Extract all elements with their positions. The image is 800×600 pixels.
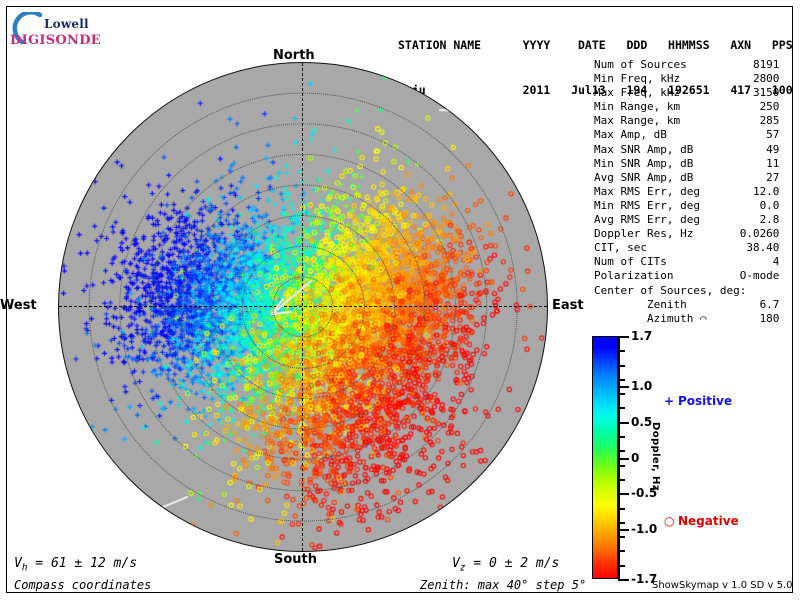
direction-label-north: North bbox=[273, 48, 315, 63]
vh-value: = 61 ± 12 m/s bbox=[27, 556, 138, 571]
version-label: ShowSkymap v 1.0 SD v 5.0 bbox=[652, 580, 793, 591]
colorbar-tick-label: -0.5 bbox=[631, 486, 658, 501]
colorbar: Doppler, Hz 1.7 1.0 0.5 0 -0.5 -1.0 -1.7 bbox=[592, 329, 661, 586]
circle-icon: ○ bbox=[664, 514, 675, 528]
colorbar-tick-label: -1.0 bbox=[631, 521, 658, 536]
info-row: Min RMS Err, deg 0.0 bbox=[594, 198, 780, 212]
info-row: Num of Sources 8191 bbox=[594, 58, 780, 71]
colorbar-tick-minor bbox=[618, 378, 625, 381]
info-row: Zenith 6.7 bbox=[594, 297, 780, 311]
legend-negative: ○ Negative bbox=[664, 514, 739, 528]
info-row: Max Freq, kHz 3150 bbox=[594, 86, 780, 100]
info-row: Max RMS Err, deg 12.0 bbox=[594, 184, 780, 198]
colorbar-tick-label: 1.7 bbox=[631, 329, 653, 343]
colorbar-tick-minor bbox=[618, 536, 625, 539]
vz-subscript: z bbox=[459, 562, 466, 574]
arc-icon bbox=[12, 12, 43, 45]
colorbar-tick-minor bbox=[618, 521, 625, 524]
zenith-ring bbox=[88, 92, 518, 522]
zenith-scale-label: Zenith: max 40° step 5° bbox=[420, 578, 587, 592]
info-row: Num of CITs 4 bbox=[594, 255, 780, 269]
colorbar-tick-minor bbox=[618, 478, 625, 481]
info-row: Min Range, km 250 bbox=[594, 100, 780, 114]
colorbar-tick-major bbox=[618, 386, 629, 389]
direction-label-east: East bbox=[552, 298, 584, 313]
direction-label-west: West bbox=[0, 298, 37, 313]
colorbar-tick-minor bbox=[618, 450, 625, 453]
info-row: Max Range, km 285 bbox=[594, 114, 780, 128]
vh-subscript: h bbox=[21, 562, 28, 574]
colorbar-tick-minor bbox=[618, 393, 625, 396]
colorbar-tick-minor bbox=[618, 364, 625, 367]
colorbar-tick-minor bbox=[618, 350, 625, 353]
info-row: Polarization O-mode bbox=[594, 269, 780, 283]
colorbar-tick-major bbox=[618, 457, 629, 460]
colorbar-tick-minor bbox=[618, 550, 625, 553]
colorbar-tick-minor bbox=[618, 564, 625, 567]
info-row: Max SNR Amp, dB 49 bbox=[594, 142, 780, 156]
colorbar-tick-major bbox=[618, 336, 629, 338]
logo-brand-bottom: DIGISONDE bbox=[10, 33, 102, 48]
info-row: Avg RMS Err, deg 2.8 bbox=[594, 213, 780, 227]
colorbar-tick-label: -1.7 bbox=[631, 572, 658, 586]
colorbar-tick-major bbox=[618, 528, 629, 531]
logo-brand-top: Lowell bbox=[44, 17, 89, 31]
vh-symbol: V bbox=[14, 556, 22, 571]
legend-positive: + Positive bbox=[664, 394, 732, 408]
colorbar-tick-minor bbox=[618, 464, 625, 467]
legend-negative-label: Negative bbox=[678, 514, 739, 528]
colorbar-tick-major bbox=[618, 421, 629, 424]
outer-frame bbox=[6, 6, 793, 593]
skymap-plot: North South West East bbox=[0, 48, 584, 567]
header-labels-row: STATION NAME YYYY DATE DDD HHMMSS AXN PP… bbox=[398, 38, 800, 52]
vz-value: = 0 ± 2 m/s bbox=[465, 556, 560, 571]
colorbar-tick-minor bbox=[618, 436, 625, 439]
info-row: Azimuth ⌒ 180 bbox=[594, 311, 780, 325]
vz-symbol: V bbox=[452, 556, 460, 571]
colorbar-tick-label: 0.5 bbox=[631, 414, 653, 429]
colorbar-tick-minor bbox=[618, 407, 625, 410]
info-row: Max Amp, dB 57 bbox=[594, 128, 780, 142]
colorbar-tick-major bbox=[618, 493, 629, 496]
skymap-disc bbox=[58, 62, 548, 552]
compass-coordinates-label: Compass coordinates bbox=[14, 578, 152, 592]
info-row: Doppler Res, Hz 0.0260 bbox=[594, 227, 780, 241]
colorbar-gradient bbox=[592, 336, 618, 579]
info-row: Avg SNR Amp, dB 27 bbox=[594, 170, 780, 184]
colorbar-title: Doppler, Hz bbox=[650, 422, 661, 492]
legend-positive-label: Positive bbox=[678, 394, 733, 408]
lowell-digisonde-logo: Lowell DIGISONDE bbox=[8, 8, 112, 52]
info-row: Min Freq, kHz 2800 bbox=[594, 72, 780, 86]
info-row: Center of Sources, deg: bbox=[594, 283, 747, 297]
info-row: CIT, sec 38.40 bbox=[594, 241, 780, 255]
colorbar-tick-minor bbox=[618, 507, 625, 510]
colorbar-tick-label: 0 bbox=[631, 450, 640, 465]
vertical-drift-annotation: Vz = 0 ± 2 m/s bbox=[452, 556, 559, 574]
plus-icon: + bbox=[664, 394, 675, 408]
direction-label-south: South bbox=[274, 552, 318, 567]
colorbar-tick-label: 1.0 bbox=[631, 379, 653, 394]
info-panel: Num of Sources 8191 Min Freq, kHz 2800 Max… bbox=[594, 58, 794, 326]
info-row: Min SNR Amp, dB 11 bbox=[594, 156, 780, 170]
colorbar-tick-major bbox=[618, 579, 629, 581]
horizontal-drift-annotation: Vh = 61 ± 12 m/s bbox=[14, 556, 137, 574]
